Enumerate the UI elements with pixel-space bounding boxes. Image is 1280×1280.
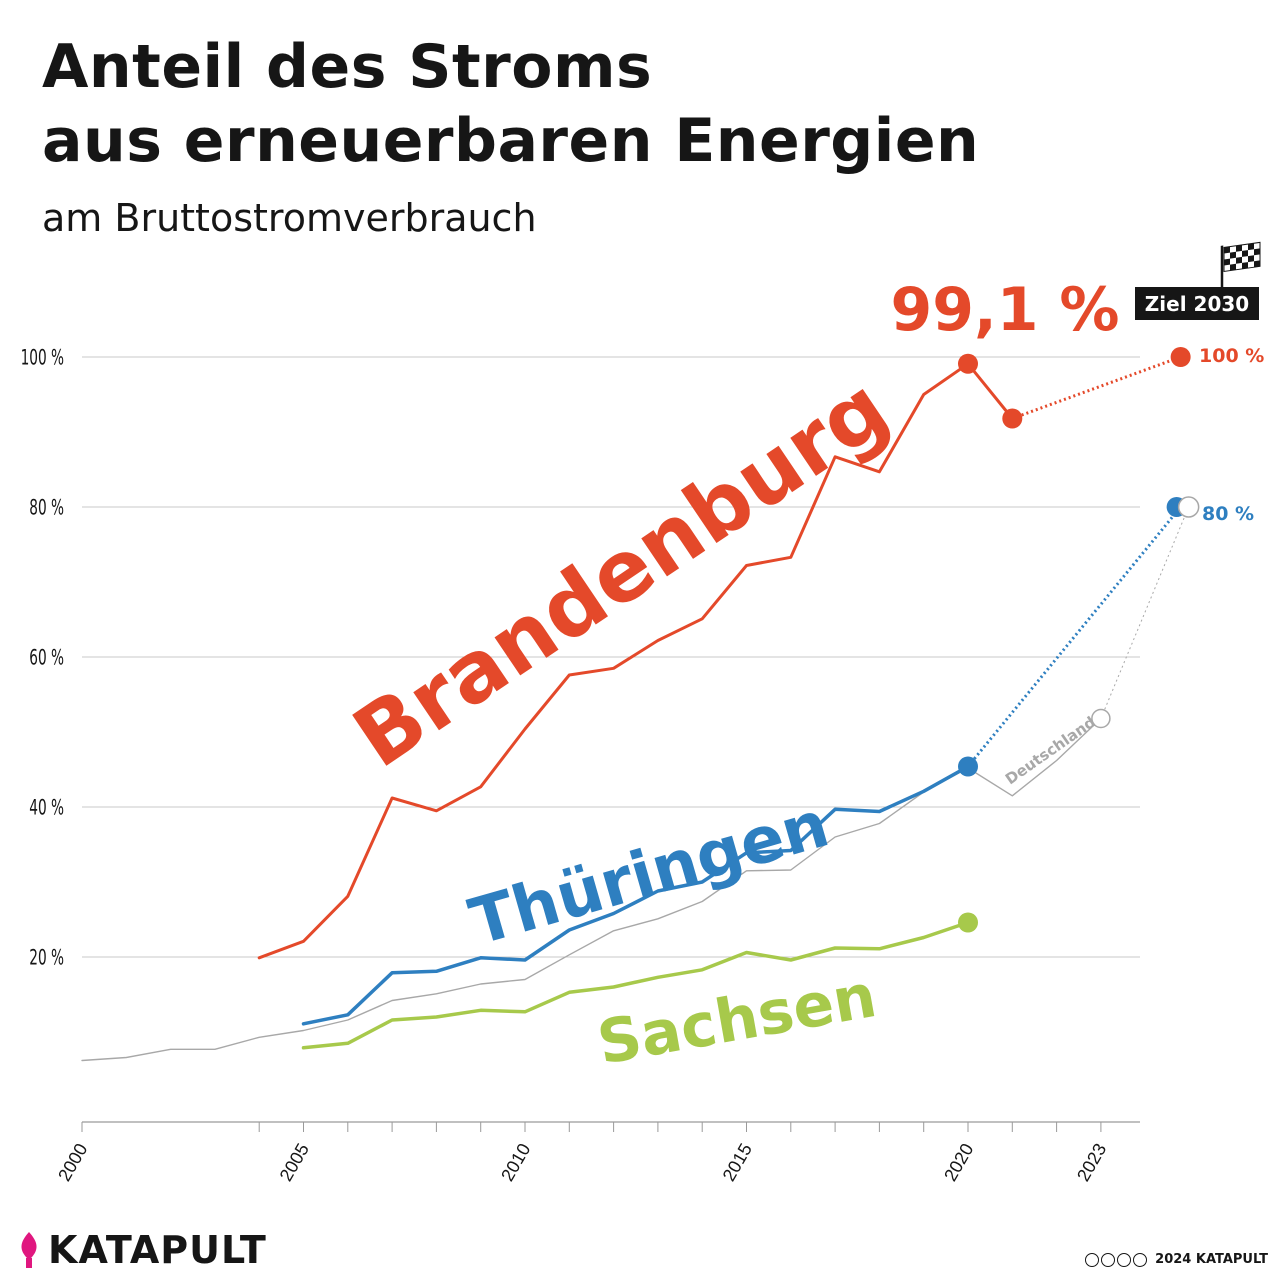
flag-square [1254, 260, 1260, 268]
target-line-deutschland [1100, 506, 1190, 719]
series-line-brandenburg [257, 362, 1014, 960]
goal-badge-text: Ziel 2030 [1145, 292, 1249, 316]
x-tick-label-2010: 2010 [497, 1140, 534, 1185]
point-brandenburg-2021 [1002, 408, 1023, 429]
y-tick-label-40: 40 % [29, 796, 64, 820]
x-tick-label-2000: 2000 [54, 1140, 91, 1185]
flag-square [1254, 248, 1260, 256]
flag-square [1236, 256, 1242, 264]
x-tick-label-2020: 2020 [940, 1140, 977, 1185]
title-line-2: aus erneuerbaren Energien [42, 106, 980, 176]
axes: 20 % 40 % 60 % 80 % 100 % 2000 2005 2010 2015 202… [21, 346, 1140, 1185]
flag-square [1248, 243, 1254, 251]
point-thueringen-2020 [958, 756, 978, 777]
katapult-logo: KATAPULT [14, 1228, 267, 1272]
series-label-deutschland: Deutschland [1002, 713, 1099, 788]
point-deutschland-2023 [1091, 708, 1111, 729]
target-label-thueringen: 80 % [1202, 503, 1254, 525]
series-line-sachsen [301, 920, 970, 1050]
copyright-text: 2024 KATAPULT [1155, 1252, 1268, 1267]
y-tick-label-100: 100 % [21, 346, 64, 370]
series-label-thueringen: Thüringen [462, 788, 837, 961]
y-tick-label-60: 60 % [29, 646, 64, 670]
y-tick-label-20: 20 % [29, 946, 64, 970]
series-label-sachsen: Sachsen [592, 961, 881, 1079]
flag-square [1248, 255, 1254, 263]
x-tick-label-2023: 2023 [1073, 1140, 1110, 1185]
flag-square [1224, 246, 1230, 254]
target-line-brandenburg [1011, 355, 1182, 420]
chart-title: Anteil des Stroms aus erneuerbaren Energ… [42, 30, 979, 178]
target-label-brandenburg: 100 % [1199, 345, 1264, 367]
flag-square [1242, 262, 1248, 269]
highlight-value-label: 99,1 % [890, 275, 1119, 345]
series-lines [81, 347, 1200, 1062]
y-tick-label-80: 80 % [29, 496, 64, 520]
flag-square [1230, 263, 1236, 271]
chart-subtitle: am Bruttostromverbrauch [42, 196, 537, 240]
goal-badge-background [1135, 287, 1259, 320]
katapult-logo-icon [21, 1232, 37, 1268]
target-line-thueringen [966, 506, 1182, 768]
x-tick-label-2005: 2005 [276, 1140, 313, 1185]
flag-square [1224, 258, 1230, 266]
title-line-1: Anteil des Stroms [42, 32, 653, 102]
point-brandenburg-2020 [958, 353, 978, 374]
point-sachsen-2020 [958, 912, 978, 933]
series-label-brandenburg: Brandenburg [336, 358, 905, 786]
goal-badge: Ziel 2030 [1135, 287, 1259, 320]
point-brandenburg-target [1170, 347, 1191, 367]
series-line-thueringen [301, 764, 970, 1026]
flag-square [1230, 251, 1236, 259]
flag-square [1242, 250, 1248, 257]
checkered-flag-icon [1220, 241, 1261, 288]
creative-commons-icon [1085, 1252, 1149, 1267]
point-deutschland-target [1177, 496, 1200, 518]
copyright-notice: 2024 KATAPULT [1085, 1252, 1268, 1267]
brand-name: KATAPULT [48, 1228, 267, 1272]
x-tick-label-2015: 2015 [719, 1140, 756, 1185]
flag-square [1236, 244, 1242, 252]
